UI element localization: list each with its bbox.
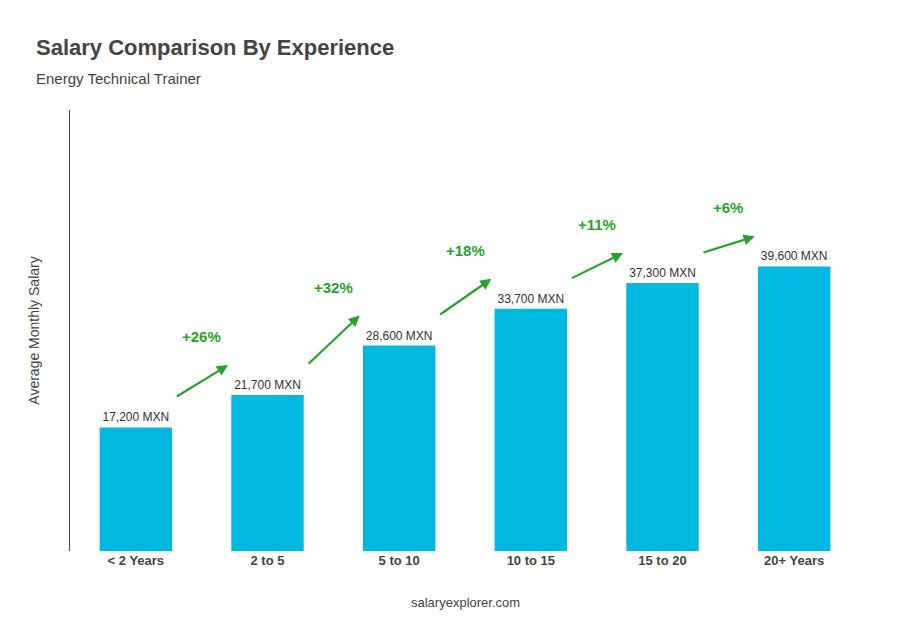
svg-text:Energy Technical Trainer: Energy Technical Trainer xyxy=(36,70,201,87)
svg-text:+11%: +11% xyxy=(578,216,616,233)
svg-text:< 2 Years: < 2 Years xyxy=(108,553,165,568)
svg-text:20+ Years: 20+ Years xyxy=(764,553,824,568)
svg-text:+32%: +32% xyxy=(314,279,353,296)
svg-text:+26%: +26% xyxy=(182,328,221,345)
svg-text:salaryexplorer.com: salaryexplorer.com xyxy=(411,595,520,610)
svg-text:10 to 15: 10 to 15 xyxy=(507,553,555,568)
svg-text:2 to 5: 2 to 5 xyxy=(251,553,285,568)
svg-text:39,600 MXN: 39,600 MXN xyxy=(761,249,828,263)
svg-text:15 to 20: 15 to 20 xyxy=(638,553,686,568)
svg-text:Average Monthly Salary: Average Monthly Salary xyxy=(26,256,42,404)
svg-text:5 to 10: 5 to 10 xyxy=(379,553,420,568)
svg-text:37,300 MXN: 37,300 MXN xyxy=(629,266,696,280)
svg-text:+6%: +6% xyxy=(713,199,743,216)
svg-text:33,700 MXN: 33,700 MXN xyxy=(497,292,564,306)
svg-text:21,700 MXN: 21,700 MXN xyxy=(234,378,301,392)
svg-text:28,600 MXN: 28,600 MXN xyxy=(366,329,433,343)
svg-text:17,200 MXN: 17,200 MXN xyxy=(102,410,169,424)
svg-text:Salary Comparison By Experienc: Salary Comparison By Experience xyxy=(36,35,394,60)
svg-text:+18%: +18% xyxy=(446,242,485,259)
